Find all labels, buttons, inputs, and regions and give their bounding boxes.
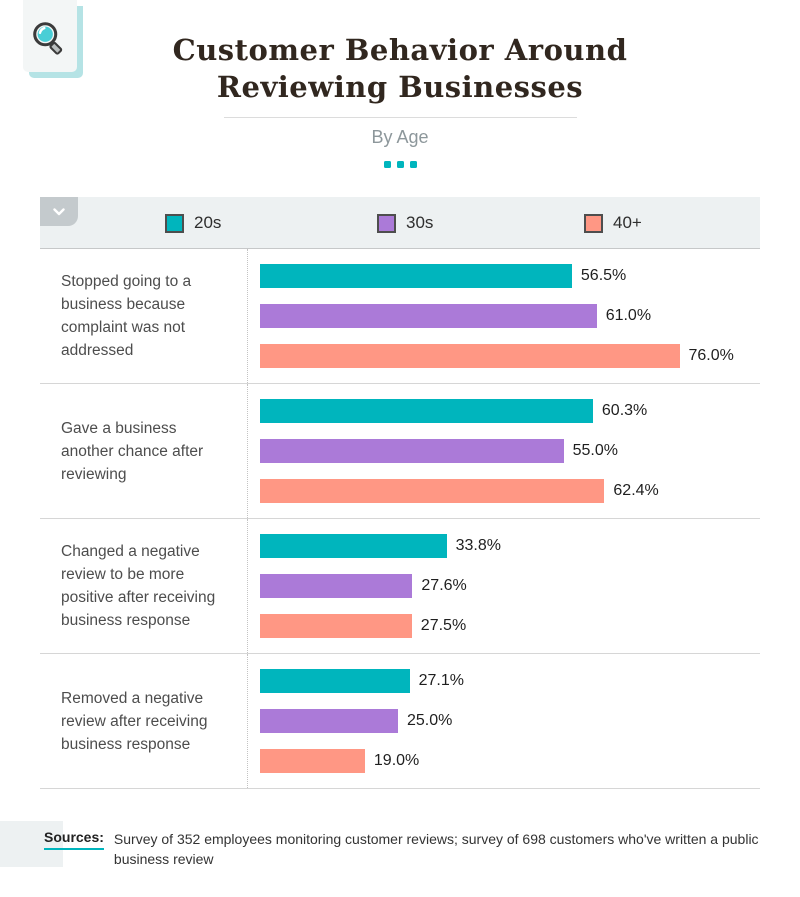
bar-line: 27.1%: [260, 669, 760, 693]
dot: [409, 161, 417, 168]
bar-20s: [260, 534, 447, 558]
bar-line: 25.0%: [260, 709, 760, 733]
bar-value: 27.1%: [418, 672, 464, 689]
chart-subtitle: By Age: [371, 127, 429, 147]
category-row: Removed a negative review after receivin…: [40, 654, 760, 789]
category-label: Gave a business another chance after rev…: [61, 419, 204, 483]
bar-value: 62.4%: [613, 482, 659, 499]
bar-line: 56.5%: [260, 264, 760, 288]
bar-line: 19.0%: [260, 749, 760, 773]
sources-label: Sources:: [44, 829, 104, 850]
legend-swatch: [377, 213, 396, 233]
category-row: Stopped going to a business because comp…: [40, 249, 760, 384]
header-badge: [23, 0, 77, 72]
category-label: Changed a negative review to be more pos…: [61, 543, 216, 629]
legend-item-40+[interactable]: 40+: [584, 197, 642, 249]
bar-20s: [260, 669, 410, 693]
bar-value: 60.3%: [601, 402, 648, 419]
bar-line: 62.4%: [260, 479, 760, 503]
bar-value: 61.0%: [605, 307, 652, 324]
sources: Sources: Survey of 352 employees monitor…: [44, 829, 762, 869]
chart-body: Stopped going to a business because comp…: [40, 249, 760, 789]
bar-40+: [260, 479, 605, 503]
legend-item-30s[interactable]: 30s: [377, 197, 433, 249]
bars-cell: 56.5% 61.0% 76.0%: [247, 249, 760, 383]
bar-line: 76.0%: [260, 344, 760, 368]
bar-20s: [260, 264, 572, 288]
bar-line: 60.3%: [260, 399, 760, 423]
decorative-dots: [0, 161, 800, 168]
bar-20s: [260, 399, 593, 423]
category-cell: Removed a negative review after receivin…: [40, 654, 247, 788]
chart-legend: 20s 30s 40+: [40, 197, 760, 249]
category-row: Changed a negative review to be more pos…: [40, 519, 760, 654]
bar-line: 27.5%: [260, 614, 760, 638]
bar-40+: [260, 749, 365, 773]
bar-30s: [260, 709, 398, 733]
category-cell: Changed a negative review to be more pos…: [40, 519, 247, 653]
bars-cell: 27.1% 25.0% 19.0%: [247, 654, 760, 788]
bar-value: 33.8%: [455, 537, 501, 554]
legend-label: 40+: [613, 213, 642, 232]
page-title-line1: Customer Behavior Around: [172, 33, 628, 67]
bar-30s: [260, 574, 413, 598]
category-cell: Gave a business another chance after rev…: [40, 384, 247, 518]
bar-value: 56.5%: [580, 267, 627, 284]
bar-line: 61.0%: [260, 304, 760, 328]
bar-30s: [260, 304, 597, 328]
bar-line: 33.8%: [260, 534, 760, 558]
legend-label: 20s: [194, 213, 222, 232]
category-label: Stopped going to a business because comp…: [61, 273, 192, 359]
magnifier-icon: [29, 19, 71, 66]
bar-value: 76.0%: [688, 347, 734, 364]
bar-value: 25.0%: [407, 712, 453, 729]
bars-cell: 33.8% 27.6% 27.5%: [247, 519, 760, 653]
legend-item-20s[interactable]: 20s: [165, 197, 221, 249]
sources-text: Survey of 352 employees monitoring custo…: [113, 831, 759, 867]
category-label: Removed a negative review after receivin…: [61, 689, 208, 753]
title-divider: [224, 117, 577, 118]
bar-value: 27.6%: [421, 577, 467, 594]
page-title: Customer Behavior Around Reviewing Busin…: [0, 32, 800, 106]
category-cell: Stopped going to a business because comp…: [40, 249, 247, 383]
bar-value: 19.0%: [373, 752, 420, 769]
page-title-line2: Reviewing Businesses: [216, 70, 584, 104]
legend-swatch: [165, 213, 184, 233]
bar-40+: [260, 344, 680, 368]
bar-value: 55.0%: [572, 442, 618, 459]
chevron-down-icon: [53, 203, 65, 221]
legend-label: 30s: [406, 213, 434, 232]
dot: [383, 161, 391, 168]
legend-swatch: [584, 213, 603, 233]
bar-30s: [260, 439, 564, 463]
bar-line: 27.6%: [260, 574, 760, 598]
bar-40+: [260, 614, 412, 638]
category-row: Gave a business another chance after rev…: [40, 384, 760, 519]
bars-cell: 60.3% 55.0% 62.4%: [247, 384, 760, 518]
legend-collapse-button[interactable]: [40, 197, 78, 226]
footer-accent-block: [0, 821, 63, 867]
bar-value: 27.5%: [420, 617, 467, 634]
dot: [396, 161, 404, 168]
bar-line: 55.0%: [260, 439, 760, 463]
